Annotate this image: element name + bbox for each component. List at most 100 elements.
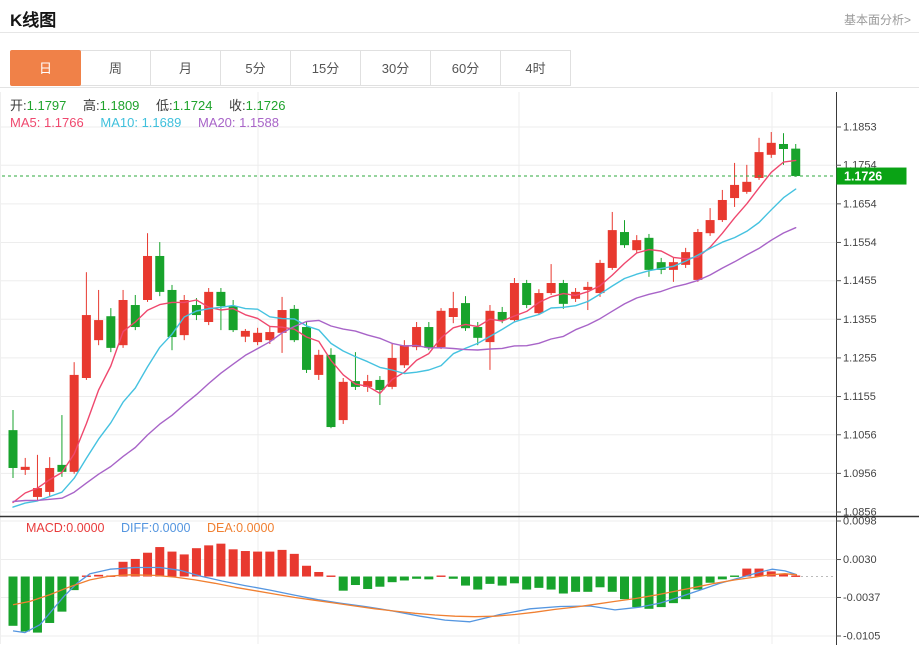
candle-body <box>791 148 801 177</box>
candle-body <box>228 306 238 331</box>
macd-bar <box>681 576 691 600</box>
macd-bar <box>509 576 519 584</box>
macd-bar <box>620 576 629 600</box>
candle-body <box>766 142 776 155</box>
macd-bar <box>558 576 568 594</box>
candle-body <box>583 286 593 290</box>
price-axis-label: 1.1155 <box>843 391 876 403</box>
macd-bar <box>644 576 654 609</box>
candle-body <box>742 181 752 192</box>
macd-bar <box>436 575 446 577</box>
candle-body <box>20 466 30 470</box>
candle-body <box>8 430 18 468</box>
macd-bar <box>350 576 360 586</box>
macd-bar <box>45 576 55 623</box>
price-axis-label: 1.1355 <box>843 314 877 326</box>
candle-body <box>730 184 740 199</box>
macd-bar <box>216 543 226 577</box>
macd-bar <box>289 553 299 577</box>
dea-line <box>12 573 798 618</box>
price-axis-label: 1.1056 <box>843 429 877 441</box>
macd-axis-label: -0.0037 <box>843 592 880 604</box>
macd-bar <box>412 576 422 579</box>
macd-bar <box>265 551 275 577</box>
macd-bar <box>69 576 79 591</box>
macd-bar <box>571 576 581 592</box>
macd-bar <box>253 551 263 577</box>
macd-bar <box>668 576 678 604</box>
macd-bar <box>167 551 177 577</box>
candle-body <box>607 230 617 268</box>
candle-body <box>485 310 495 343</box>
macd-bar <box>448 576 458 579</box>
macd-bar <box>155 547 165 577</box>
candle-body <box>32 488 42 497</box>
macd-axis-label: -0.0105 <box>843 631 880 643</box>
candle-body <box>326 354 336 428</box>
candle-body <box>106 316 116 348</box>
macd-bar <box>473 576 483 590</box>
axis-labels: 1.18531.17541.16541.15541.14551.13551.12… <box>836 122 880 643</box>
macd-bar <box>778 573 788 577</box>
candle-body <box>522 283 532 306</box>
tab-month[interactable]: 月 <box>150 50 221 86</box>
candle-body <box>497 311 507 321</box>
candle-body <box>289 308 299 341</box>
macd-bar <box>375 576 385 587</box>
candle-body <box>167 289 177 338</box>
macd-bar <box>717 576 727 580</box>
candle-body <box>509 283 519 321</box>
macd-bar <box>693 576 703 590</box>
candle-body <box>57 464 67 472</box>
macd-bar <box>228 549 238 577</box>
tab-5min[interactable]: 5分 <box>220 50 291 86</box>
candle-body <box>118 299 128 346</box>
candle-body <box>546 283 556 294</box>
fundamental-analysis-link[interactable]: 基本面分析> <box>843 13 911 27</box>
candle-body <box>778 143 788 150</box>
macd-bar <box>546 576 556 590</box>
candle-body <box>375 379 385 390</box>
tab-15min[interactable]: 15分 <box>290 50 361 86</box>
tab-4hour[interactable]: 4时 <box>500 50 571 86</box>
macd-bar <box>461 576 471 586</box>
macd-bar <box>705 576 715 583</box>
macd-bar <box>277 549 287 577</box>
tab-week[interactable]: 周 <box>80 50 151 86</box>
macd-bar <box>57 576 67 612</box>
candle-body <box>265 332 275 341</box>
current-price-badge-value: 1.1726 <box>844 170 882 184</box>
price-axis-label: 1.1455 <box>843 275 877 287</box>
tab-30min[interactable]: 30分 <box>360 50 431 86</box>
ma10-line <box>12 188 797 508</box>
macd-bar <box>191 548 201 577</box>
price-axis-label: 1.0956 <box>843 468 877 480</box>
macd-bar <box>399 576 409 581</box>
candle-body <box>656 262 666 270</box>
page-title: K线图 <box>10 11 57 30</box>
candle-body <box>399 345 409 366</box>
macd-bar <box>595 576 605 588</box>
candle-body <box>363 381 373 387</box>
macd-axis-label: 0.0030 <box>843 554 877 566</box>
macd-bar <box>179 554 189 577</box>
candle-body <box>412 327 422 348</box>
tab-day[interactable]: 日 <box>10 50 81 86</box>
kline-chart-canvas[interactable]: 1.18531.17541.16541.15541.14551.13551.12… <box>0 88 919 647</box>
candle-body <box>94 320 104 341</box>
candle-body <box>705 220 715 234</box>
macd-bar <box>485 576 495 584</box>
tab-60min[interactable]: 60分 <box>430 50 501 86</box>
candle-body <box>338 381 348 421</box>
macd-bar <box>522 576 532 590</box>
candle-body <box>717 199 727 221</box>
candle-body <box>436 310 446 348</box>
price-axis-label: 1.1255 <box>843 352 877 364</box>
timeframe-tabbar: 日 周 月 5分 15分 30分 60分 4时 <box>0 50 919 88</box>
candle-body <box>143 255 153 300</box>
candle-body <box>155 255 165 292</box>
candle-body <box>314 354 324 375</box>
candle-body <box>595 262 605 294</box>
macd-bar <box>656 576 666 608</box>
gridlines <box>0 92 836 644</box>
